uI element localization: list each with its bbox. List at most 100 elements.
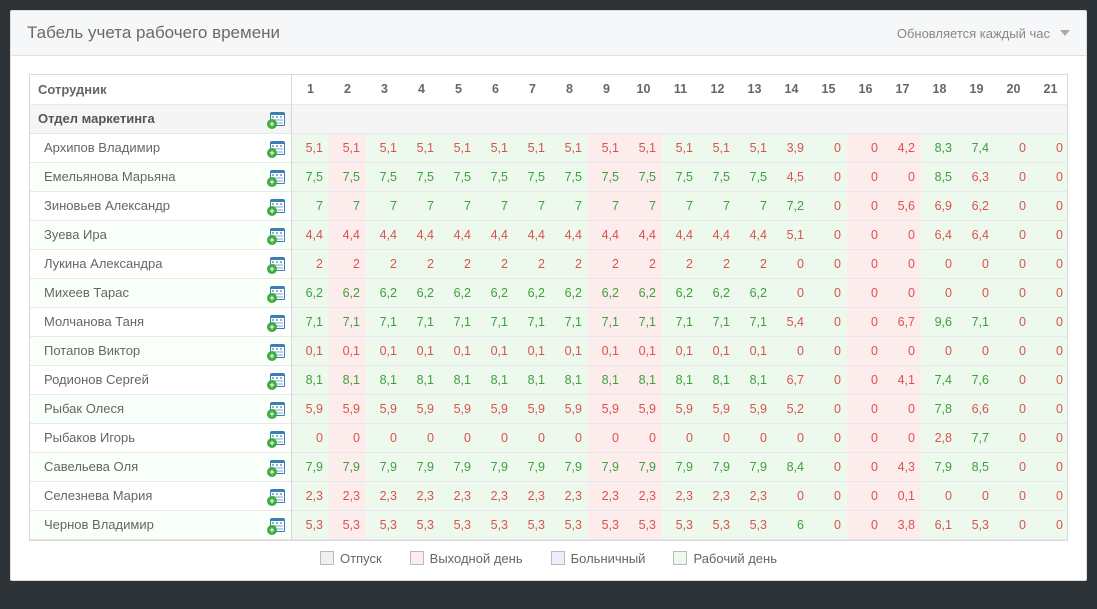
- value-cell: 5,4: [773, 307, 810, 336]
- column-header-day[interactable]: 9: [588, 75, 625, 104]
- column-header-employee[interactable]: Сотрудник: [30, 75, 291, 104]
- column-header-day[interactable]: 6: [477, 75, 514, 104]
- value-cell: 0: [995, 365, 1032, 394]
- value-cell: 6,4: [921, 220, 958, 249]
- calendar-plus-icon[interactable]: +: [270, 257, 285, 271]
- column-header-day[interactable]: 7: [514, 75, 551, 104]
- value-cell: 7,1: [403, 307, 440, 336]
- column-header-day[interactable]: 3: [366, 75, 403, 104]
- calendar-plus-icon[interactable]: +: [270, 373, 285, 387]
- column-header-day[interactable]: 20: [995, 75, 1032, 104]
- column-header-day[interactable]: 1: [292, 75, 329, 104]
- column-header-day[interactable]: 17: [884, 75, 921, 104]
- employee-name-cell[interactable]: Лукина Александра+: [30, 249, 291, 278]
- value-cell: 8,5: [921, 162, 958, 191]
- value-cell: 6,6: [958, 394, 995, 423]
- employee-name-cell[interactable]: Архипов Владимир+: [30, 133, 291, 162]
- value-cell: 4,4: [736, 220, 773, 249]
- column-header-day[interactable]: 15: [810, 75, 847, 104]
- column-header-day[interactable]: 16: [847, 75, 884, 104]
- value-cell: 0: [551, 423, 588, 452]
- employee-name-cell[interactable]: Рыбаков Игорь+: [30, 423, 291, 452]
- calendar-plus-icon[interactable]: +: [270, 199, 285, 213]
- value-cell: 7,9: [477, 452, 514, 481]
- employee-name-cell[interactable]: Молчанова Таня+: [30, 307, 291, 336]
- value-cell: 0: [810, 481, 847, 510]
- calendar-plus-icon[interactable]: +: [270, 170, 285, 184]
- calendar-plus-icon[interactable]: +: [270, 228, 285, 242]
- value-cell: 7,1: [588, 307, 625, 336]
- column-header-day[interactable]: 4: [403, 75, 440, 104]
- calendar-plus-icon[interactable]: +: [270, 315, 285, 329]
- value-cell: 5,9: [736, 394, 773, 423]
- employee-name-cell[interactable]: Рыбак Олеся+: [30, 394, 291, 423]
- value-cell: 0,1: [440, 336, 477, 365]
- value-cell: 8,1: [699, 365, 736, 394]
- value-cell: 0: [995, 336, 1032, 365]
- calendar-plus-icon[interactable]: +: [270, 286, 285, 300]
- column-header-day[interactable]: 10: [625, 75, 662, 104]
- employee-name-cell[interactable]: Емельянова Марьяна+: [30, 162, 291, 191]
- value-cell: 0: [588, 423, 625, 452]
- value-cell: 5,9: [477, 394, 514, 423]
- employee-name-cell[interactable]: Родионов Сергей+: [30, 365, 291, 394]
- value-cell: 2: [366, 249, 403, 278]
- calendar-plus-icon[interactable]: +: [270, 489, 285, 503]
- value-cell: 5,9: [292, 394, 329, 423]
- calendar-plus-icon[interactable]: +: [270, 431, 285, 445]
- calendar-plus-icon[interactable]: +: [270, 344, 285, 358]
- column-header-day[interactable]: 12: [699, 75, 736, 104]
- value-cell: 0: [884, 162, 921, 191]
- employee-name-cell[interactable]: Потапов Виктор+: [30, 336, 291, 365]
- value-cell: 4,4: [440, 220, 477, 249]
- value-cell: 7,2: [773, 191, 810, 220]
- calendar-plus-icon[interactable]: +: [270, 402, 285, 416]
- value-cell: 5,3: [366, 510, 403, 539]
- legend-swatch: [673, 551, 687, 565]
- column-header-day[interactable]: 13: [736, 75, 773, 104]
- value-cell: 7: [736, 191, 773, 220]
- value-cell: 2: [514, 249, 551, 278]
- group-cell: [625, 104, 662, 133]
- value-cell: 3,8: [884, 510, 921, 539]
- value-cell: 7: [662, 191, 699, 220]
- employee-name-cell[interactable]: Селезнева Мария+: [30, 481, 291, 510]
- calendar-plus-icon[interactable]: +: [270, 141, 285, 155]
- group-cell: [921, 104, 958, 133]
- value-cell: 5,1: [403, 133, 440, 162]
- value-cell: 5,3: [403, 510, 440, 539]
- value-cell: 5,1: [329, 133, 366, 162]
- column-header-day[interactable]: 19: [958, 75, 995, 104]
- value-cell: 0: [847, 133, 884, 162]
- value-cell: 4,4: [699, 220, 736, 249]
- employee-name-cell[interactable]: Михеев Тарас+: [30, 278, 291, 307]
- legend: ОтпускВыходной деньБольничныйРабочий ден…: [29, 541, 1068, 570]
- group-row[interactable]: Отдел маркетинга+: [30, 104, 291, 133]
- value-cell: 8,1: [477, 365, 514, 394]
- column-header-day[interactable]: 18: [921, 75, 958, 104]
- column-header-day[interactable]: 21: [1032, 75, 1067, 104]
- collapse-toggle[interactable]: Обновляется каждый час: [897, 26, 1070, 41]
- value-cell: 7,9: [329, 452, 366, 481]
- value-cell: 7: [292, 191, 329, 220]
- grid-right-pane[interactable]: 1234567891011121314151617181920215,15,15…: [292, 75, 1067, 540]
- value-cell: 0: [810, 220, 847, 249]
- calendar-plus-icon[interactable]: +: [270, 112, 285, 126]
- calendar-plus-icon[interactable]: +: [270, 460, 285, 474]
- column-header-day[interactable]: 5: [440, 75, 477, 104]
- value-cell: 0: [810, 249, 847, 278]
- employee-name-cell[interactable]: Зуева Ира+: [30, 220, 291, 249]
- column-header-day[interactable]: 2: [329, 75, 366, 104]
- legend-swatch: [551, 551, 565, 565]
- employee-name-cell[interactable]: Савельева Оля+: [30, 452, 291, 481]
- column-header-day[interactable]: 11: [662, 75, 699, 104]
- value-cell: 2: [699, 249, 736, 278]
- employee-name-cell[interactable]: Чернов Владимир+: [30, 510, 291, 539]
- value-cell: 0: [847, 336, 884, 365]
- column-header-day[interactable]: 14: [773, 75, 810, 104]
- value-cell: 0,1: [403, 336, 440, 365]
- value-cell: 5,9: [625, 394, 662, 423]
- employee-name-cell[interactable]: Зиновьев Александр+: [30, 191, 291, 220]
- calendar-plus-icon[interactable]: +: [270, 518, 285, 532]
- column-header-day[interactable]: 8: [551, 75, 588, 104]
